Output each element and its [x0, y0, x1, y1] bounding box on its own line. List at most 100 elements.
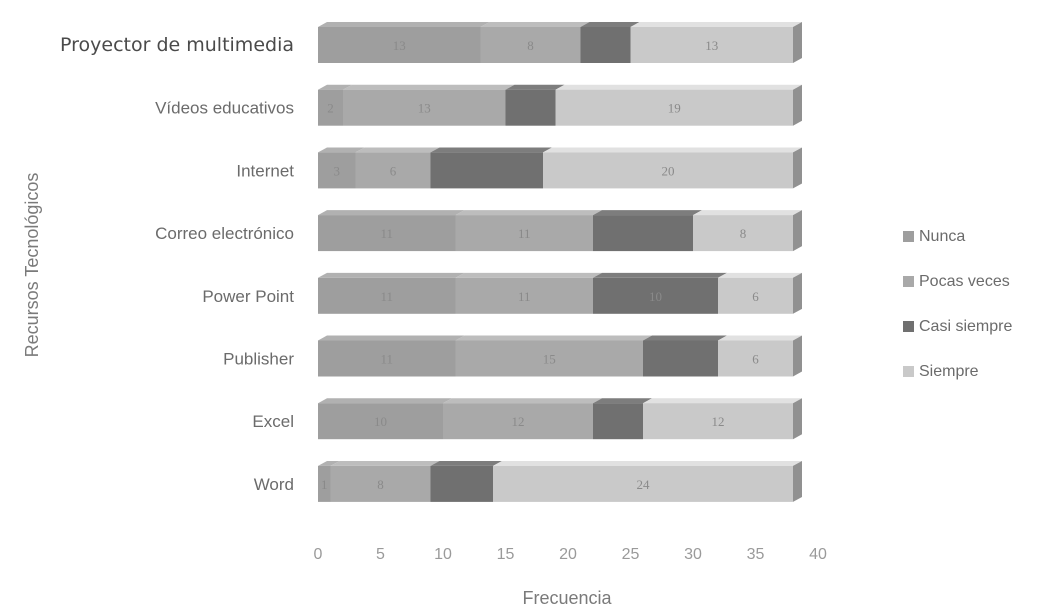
bar-segment-top: [318, 335, 465, 341]
bar-segment: [543, 152, 793, 189]
bar-segment-top: [480, 22, 590, 27]
x-tick-label: 0: [314, 546, 323, 563]
bars-layer: 13 8 13 2 13 19 3 6 20 11 11 8 11 11 10 6 11 15 6 10 12 12 1 8 2…: [318, 22, 802, 502]
data-label: 24: [637, 477, 651, 492]
bar-segment: [318, 403, 443, 440]
bar-segment: [455, 277, 593, 314]
legend-swatch: [903, 366, 914, 377]
data-label: 1: [321, 477, 328, 492]
bar-segment: [430, 465, 493, 502]
legend-swatch: [903, 321, 914, 332]
bar-segment: [430, 152, 543, 189]
bar-segment-top: [455, 335, 652, 341]
bar-segment: [593, 277, 718, 314]
bar-segment-side: [793, 272, 802, 314]
data-label: 10: [374, 414, 387, 429]
data-label: 11: [380, 226, 393, 241]
bar-segment-top: [593, 272, 727, 278]
category-label: Word: [254, 475, 294, 494]
bar-segment-top: [318, 147, 365, 153]
category-label: Proyector de multimedia: [60, 34, 294, 56]
bar-segment-top: [630, 22, 802, 27]
bar-segment-top: [543, 147, 802, 153]
bar-segment: [318, 277, 456, 314]
x-tick-label: 5: [376, 546, 385, 563]
bar-segment: [480, 27, 581, 63]
x-axis-title: Frecuencia: [522, 588, 612, 608]
x-tick-labels: 0 5 10 15 20 25 30 35 40: [314, 546, 827, 563]
data-label: 20: [662, 163, 675, 178]
data-label: 10: [649, 289, 662, 304]
data-label: 19: [668, 101, 681, 116]
x-tick-label: 40: [809, 546, 827, 563]
bar-segment-top: [318, 272, 465, 278]
legend: Nunca Pocas veces Casi siempre Siempre: [903, 228, 1012, 380]
bar-segment-side: [793, 147, 802, 189]
bar-segment-top: [318, 460, 340, 466]
bar-segment: [318, 152, 356, 189]
bar-segment-top: [643, 398, 802, 404]
bar-segment-top: [455, 272, 602, 278]
data-label: 13: [418, 101, 431, 116]
x-tick-label: 10: [434, 546, 452, 563]
category-label: Internet: [236, 161, 294, 180]
legend-swatch: [903, 231, 914, 242]
category-label: Vídeos educativos: [155, 99, 294, 118]
bar-segment: [318, 89, 343, 126]
bar-segment: [555, 89, 793, 126]
data-label: 11: [518, 226, 531, 241]
bar-segment: [318, 340, 456, 377]
x-tick-label: 25: [622, 546, 640, 563]
bar-segment-top: [330, 460, 440, 466]
bar-segment: [318, 27, 481, 63]
data-label: 11: [518, 289, 531, 304]
bar-segment: [593, 403, 643, 440]
bar-segment-top: [693, 210, 802, 216]
data-label: 11: [380, 289, 393, 304]
x-tick-label: 15: [497, 546, 515, 563]
data-label: 6: [390, 163, 397, 178]
bar-segment-top: [505, 84, 565, 90]
bar-segment-side: [793, 398, 802, 440]
data-label: 13: [393, 38, 406, 53]
category-labels: Proyector de multimedia Vídeos educativos…: [60, 34, 294, 494]
bar-segment-top: [593, 398, 652, 404]
y-axis-title: Recursos Tecnológicos: [22, 173, 42, 358]
bar-segment-top: [355, 147, 440, 153]
bar-segment: [693, 215, 793, 252]
bar-segment-top: [555, 84, 802, 90]
bar-segment: [455, 215, 593, 252]
bar-segment: [580, 27, 631, 63]
bar-segment-side: [793, 210, 802, 252]
data-label: 2: [327, 101, 334, 116]
bar-segment: [355, 152, 431, 189]
data-label: 8: [527, 38, 534, 53]
bar-segment-top: [455, 210, 602, 216]
category-label: Correo electrónico: [155, 224, 294, 243]
bar-segment-top: [318, 210, 465, 216]
data-label: 8: [740, 226, 747, 241]
bar-segment-top: [643, 335, 727, 341]
bar-segment: [330, 465, 431, 502]
bar-segment: [318, 465, 331, 502]
data-label: 3: [334, 163, 341, 178]
category-label: Excel: [252, 412, 294, 431]
x-tick-label: 20: [559, 546, 577, 563]
data-label: 13: [705, 38, 718, 53]
bar-segment-top: [593, 210, 702, 216]
bar-segment-top: [318, 22, 490, 27]
bar-segment: [443, 403, 593, 440]
data-label: 6: [752, 352, 759, 367]
bar-segment: [505, 89, 556, 126]
category-label: Publisher: [223, 350, 294, 369]
bar-segment-top: [318, 398, 452, 404]
data-label: 8: [377, 477, 384, 492]
bar-segment: [630, 27, 793, 63]
bar-segment: [643, 403, 793, 440]
legend-label: Siempre: [919, 363, 979, 380]
bar-segment: [493, 465, 793, 502]
bar-segment: [718, 277, 793, 314]
legend-label: Casi siempre: [919, 318, 1012, 335]
bar-segment-side: [793, 460, 802, 502]
